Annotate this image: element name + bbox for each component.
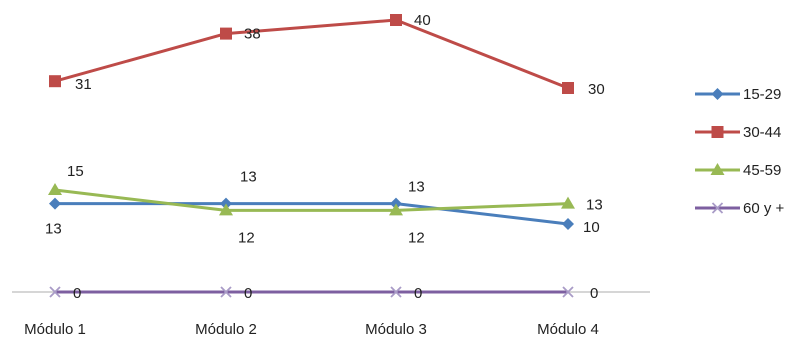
data-point-60-y-2 bbox=[220, 286, 232, 298]
legend-swatch-marker bbox=[711, 202, 724, 214]
data-label-30-44-4: 30 bbox=[588, 81, 605, 98]
data-point-30-44-3 bbox=[390, 14, 402, 26]
data-label-15-29-2: 13 bbox=[240, 169, 257, 186]
data-point-60-y-3 bbox=[390, 286, 402, 298]
legend-swatch-marker bbox=[710, 163, 725, 175]
data-label-15-29-3: 13 bbox=[408, 179, 425, 196]
x-tick-labels: Módulo 1 Módulo 2 Módulo 3 Módulo 4 bbox=[24, 321, 599, 338]
legend-item-30-44: 30-44 bbox=[695, 124, 781, 141]
x-tick-label-3: Módulo 3 bbox=[365, 321, 427, 338]
data-point-45-59-3 bbox=[389, 203, 403, 216]
data-point-30-44-2 bbox=[220, 27, 232, 40]
data-label-60-y-4: 0 bbox=[590, 285, 598, 302]
legend-label: 45-59 bbox=[743, 162, 781, 179]
data-label-60-y-2: 0 bbox=[244, 285, 252, 302]
series-line-30-44 bbox=[54, 18, 569, 90]
series-line-45-59 bbox=[54, 188, 569, 212]
series-layer bbox=[48, 14, 575, 298]
data-label-45-59-1: 15 bbox=[67, 163, 84, 180]
series-line-15-29 bbox=[55, 202, 569, 226]
data-label-45-59-2: 12 bbox=[238, 229, 255, 246]
series-45-59 bbox=[48, 183, 575, 216]
legend-label: 60 y + bbox=[743, 200, 785, 217]
legend-swatch-marker bbox=[711, 88, 724, 100]
x-tick-label-2: Módulo 2 bbox=[195, 321, 257, 338]
series-15-29 bbox=[49, 197, 574, 230]
data-point-45-59-1 bbox=[48, 183, 62, 195]
x-tick-label-1: Módulo 1 bbox=[24, 321, 86, 338]
data-label-45-59-4: 13 bbox=[586, 197, 603, 214]
data-label-15-29-1: 13 bbox=[45, 221, 62, 238]
data-point-45-59-2 bbox=[219, 203, 233, 216]
data-point-60-y-4 bbox=[562, 286, 574, 298]
legend-item-15-29: 15-29 bbox=[695, 86, 781, 103]
data-point-30-44-1 bbox=[49, 75, 61, 88]
data-label-30-44-3: 40 bbox=[414, 12, 431, 29]
data-point-15-29-1 bbox=[49, 197, 61, 210]
data-label-60-y-3: 0 bbox=[414, 285, 422, 302]
legend-label: 15-29 bbox=[743, 86, 781, 103]
data-label-45-59-3: 12 bbox=[408, 229, 425, 246]
legend: 15-29 30-44 45-59 60 y + bbox=[695, 86, 785, 217]
legend-label: 30-44 bbox=[743, 124, 781, 141]
x-tick-label-4: Módulo 4 bbox=[537, 321, 599, 338]
series-30-44 bbox=[49, 14, 574, 94]
legend-swatch-marker bbox=[711, 126, 724, 138]
data-label-30-44-1: 31 bbox=[75, 76, 92, 93]
data-label-60-y-1: 0 bbox=[73, 285, 81, 302]
data-point-45-59-4 bbox=[561, 196, 575, 209]
data-point-30-44-4 bbox=[562, 82, 574, 94]
data-point-60-y-1 bbox=[49, 286, 61, 298]
data-label-15-29-4: 10 bbox=[583, 219, 600, 236]
data-labels: 13 13 13 10 31 38 40 30 15 12 12 13 0 0 0 0 bbox=[45, 12, 605, 302]
data-label-30-44-2: 38 bbox=[244, 26, 261, 43]
legend-item-45-59: 45-59 bbox=[695, 162, 781, 179]
data-point-15-29-4 bbox=[562, 218, 574, 230]
series-60-y bbox=[49, 286, 574, 298]
legend-item-60-y: 60 y + bbox=[695, 200, 785, 217]
